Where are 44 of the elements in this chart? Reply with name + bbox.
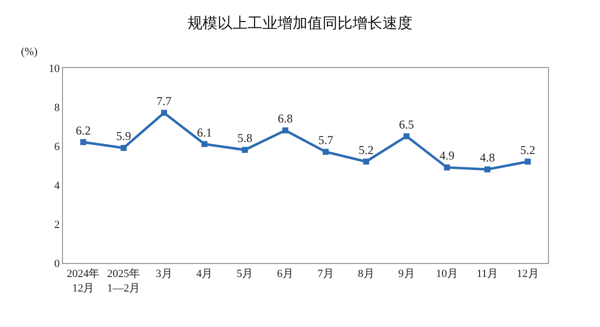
x-tick-label: 10月: [436, 268, 458, 280]
y-tick-label: 4: [54, 180, 60, 192]
data-label: 5.9: [116, 129, 132, 144]
x-tick-label: 7月: [317, 268, 334, 280]
data-label: 5.8: [237, 131, 252, 146]
data-label: 4.8: [480, 150, 495, 165]
x-tick-label: 6月: [277, 268, 294, 280]
data-label: 4.9: [439, 148, 454, 163]
point: [282, 127, 288, 134]
x-tick-label: 8月: [358, 268, 374, 280]
data-label: 7.7: [156, 94, 172, 108]
x-tick-label: 2024年 12月: [66, 268, 100, 294]
data-label: 5.7: [318, 133, 334, 148]
point: [201, 141, 208, 148]
x-tick-label: 12月: [516, 268, 539, 280]
data-label: 5.2: [358, 142, 374, 157]
y-tick-label: 6: [54, 140, 60, 153]
y-tick-label: 10: [48, 62, 60, 75]
point: [161, 110, 168, 116]
y-tick-label: 8: [54, 102, 60, 114]
point: [363, 158, 370, 165]
point: [80, 139, 86, 146]
data-label: 6.8: [278, 112, 293, 126]
x-tick-label: 4月: [196, 268, 213, 280]
data-label: 6.2: [76, 123, 91, 138]
point: [242, 146, 248, 153]
point: [524, 158, 531, 165]
point: [444, 164, 450, 170]
point: [120, 144, 127, 151]
x-tick-label: 2025年 1—2月: [107, 268, 140, 294]
y-tick-label: 2: [54, 218, 60, 231]
data-label: 6.1: [196, 125, 212, 140]
data-label: 6.5: [399, 118, 414, 132]
chart-title: 规模以上工业增加值同比增长速度: [188, 15, 412, 32]
x-tick-label: 11月: [476, 268, 498, 280]
data-label: 5.2: [520, 142, 536, 157]
y-axis-title: (%): [21, 46, 38, 58]
point: [404, 133, 410, 140]
x-tick-label: 3月: [156, 268, 172, 280]
x-tick-label: 5月: [236, 268, 254, 280]
point: [484, 166, 490, 172]
x-tick-label: 9月: [398, 268, 415, 280]
point: [322, 148, 329, 155]
y-tick-label: 0: [54, 258, 60, 270]
